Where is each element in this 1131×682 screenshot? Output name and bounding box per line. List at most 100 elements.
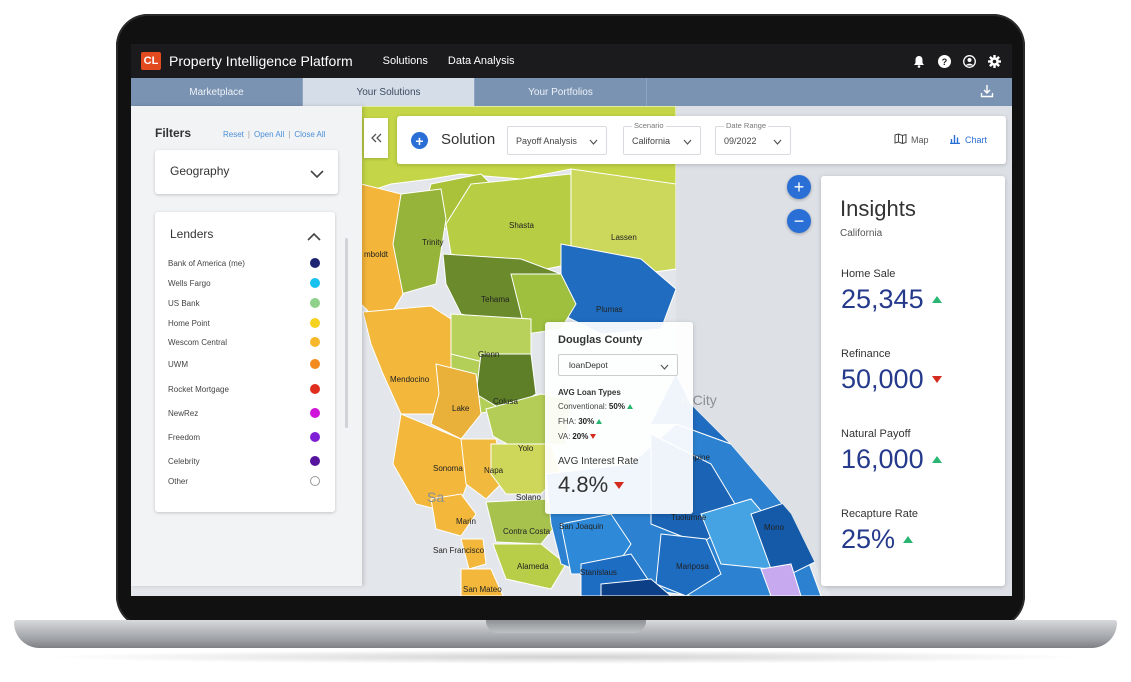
lender-name: Rocket Mortgage: [168, 384, 229, 394]
lender-item[interactable]: US Bank: [168, 296, 320, 310]
filters-actions: Reset | Open All | Close All: [223, 130, 325, 139]
map-label-san-francisco: San Francisco: [433, 546, 485, 555]
metric-number: 25,345: [841, 284, 924, 314]
map-label-lake: Lake: [452, 404, 470, 413]
bell-icon[interactable]: [911, 53, 927, 69]
metric-label: Recapture Rate: [841, 508, 919, 520]
interest-rate-label: AVG Interest Rate: [558, 456, 639, 467]
map-label-mariposa: Mariposa: [676, 562, 709, 571]
filters-scrollbar[interactable]: [345, 238, 348, 428]
add-solution-button[interactable]: +: [411, 132, 428, 149]
chart-view-button[interactable]: Chart: [949, 133, 987, 146]
user-icon[interactable]: [961, 53, 977, 69]
map-label-stanislaus: Stanislaus: [580, 568, 617, 577]
app-title: Property Intelligence Platform: [169, 53, 353, 69]
chevron-down-icon[interactable]: [310, 166, 324, 184]
help-icon[interactable]: ?: [936, 53, 952, 69]
lender-color-dot[interactable]: [310, 359, 320, 369]
lender-item[interactable]: Other: [168, 474, 320, 488]
scenario-caption: Scenario: [632, 121, 666, 130]
lender-color-dot[interactable]: [310, 258, 320, 268]
separator: |: [247, 130, 250, 139]
chevron-down-icon: [683, 137, 692, 147]
chevron-down-icon: [773, 137, 782, 147]
trend-down-icon: [590, 434, 597, 439]
lender-item[interactable]: Freedom: [168, 430, 320, 444]
insights-title: Insights: [840, 196, 916, 221]
loan-type-row: VA: 20%: [558, 432, 597, 441]
zoom-in-button[interactable]: +: [787, 175, 811, 199]
lender-color-dot[interactable]: [310, 337, 320, 347]
chevron-down-icon: [589, 137, 598, 147]
close-all-link[interactable]: Close All: [294, 130, 326, 139]
map-view-button[interactable]: Map: [894, 133, 929, 146]
lender-color-dot[interactable]: [310, 384, 320, 394]
reset-link[interactable]: Reset: [223, 130, 244, 139]
geography-filter[interactable]: Geography: [155, 150, 338, 194]
map-label-mono: Mono: [764, 523, 785, 532]
lenders-label: Lenders: [170, 227, 214, 241]
metric-value: 25,345: [841, 284, 942, 315]
tab-your-solutions[interactable]: Your Solutions: [303, 78, 475, 106]
solution-label: Solution: [441, 131, 496, 148]
lender-item[interactable]: Bank of America (me): [168, 256, 320, 270]
scenario-value: California: [632, 135, 671, 146]
loan-type-row: FHA: 30%: [558, 417, 603, 426]
lender-item[interactable]: NewRez: [168, 406, 320, 420]
laptop-notch: [486, 620, 646, 633]
lender-color-dot[interactable]: [310, 318, 320, 328]
lender-name: Bank of America (me): [168, 258, 245, 268]
date-range-value: 09/2022: [724, 135, 757, 146]
open-all-link[interactable]: Open All: [253, 130, 285, 139]
lender-name: US Bank: [168, 298, 200, 308]
map-label-mendocino: Mendocino: [390, 375, 430, 384]
zoom-out-button[interactable]: −: [787, 209, 811, 233]
loan-type-value: 30%: [578, 417, 595, 426]
map-label-trinity: Trinity: [422, 238, 443, 247]
download-icon[interactable]: [980, 84, 994, 103]
lender-item[interactable]: UWM: [168, 357, 320, 371]
metric-number: 25%: [841, 524, 896, 554]
nav-solutions[interactable]: Solutions: [382, 55, 428, 67]
trend-down-icon: [931, 376, 942, 383]
solution-select-value: Payoff Analysis: [516, 135, 577, 146]
lender-item[interactable]: Rocket Mortgage: [168, 382, 320, 396]
lender-color-dot[interactable]: [310, 432, 320, 442]
lender-item[interactable]: Celebrity: [168, 454, 320, 468]
nav-data-analysis[interactable]: Data Analysis: [447, 55, 515, 67]
map-icon: [894, 133, 907, 146]
trend-up-icon: [903, 536, 914, 543]
lender-name: Home Point: [168, 318, 210, 328]
solution-select[interactable]: Payoff Analysis: [507, 126, 607, 155]
lender-item[interactable]: Home Point: [168, 316, 320, 330]
map-label-plumas: Plumas: [596, 305, 623, 314]
date-range-caption: Date Range: [724, 121, 769, 130]
map-label-tehama: Tehama: [481, 295, 510, 304]
popup-lender-select[interactable]: loanDepot: [558, 354, 678, 376]
brand-logo[interactable]: CL: [141, 52, 161, 70]
metric-label: Home Sale: [841, 268, 896, 280]
map-label-humboldt: mboldt: [364, 250, 389, 259]
lender-color-dot[interactable]: [310, 408, 320, 418]
chevron-up-icon[interactable]: [307, 228, 321, 246]
lender-item[interactable]: Wescom Central: [168, 335, 320, 349]
lender-name: Freedom: [168, 432, 201, 442]
metric-value: 50,000: [841, 364, 942, 395]
lender-color-dot[interactable]: [310, 476, 320, 486]
lender-color-dot[interactable]: [310, 298, 320, 308]
gear-icon[interactable]: [986, 53, 1002, 69]
metric-label: Natural Payoff: [841, 428, 911, 440]
date-range-select[interactable]: Date Range 09/2022: [715, 121, 791, 155]
popup-county-title: Douglas County: [558, 334, 643, 346]
map-label-san-mateo: San Mateo: [463, 585, 502, 594]
collapse-panel-button[interactable]: [364, 118, 388, 158]
lender-color-dot[interactable]: [310, 278, 320, 288]
scenario-select[interactable]: Scenario California: [623, 121, 701, 155]
lender-name: Other: [168, 476, 189, 486]
tab-marketplace[interactable]: Marketplace: [131, 78, 303, 106]
lender-item[interactable]: Wells Fargo: [168, 276, 320, 290]
lender-color-dot[interactable]: [310, 456, 320, 466]
tab-your-portfolios[interactable]: Your Portfolios: [475, 78, 647, 106]
loan-type-label: VA:: [558, 432, 571, 441]
